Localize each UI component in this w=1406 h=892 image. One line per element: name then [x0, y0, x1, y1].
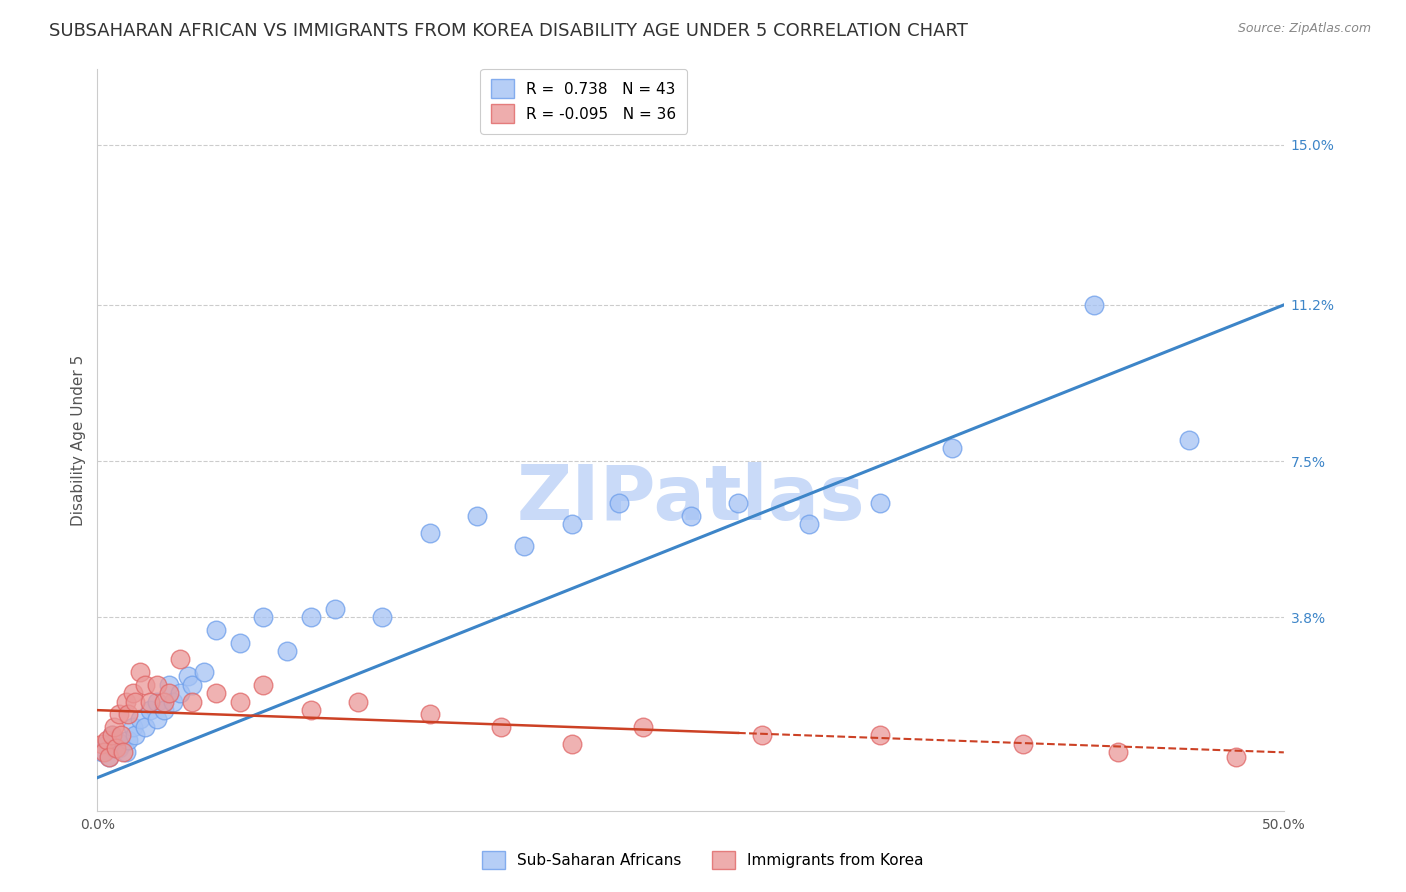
Point	[98, 749, 121, 764]
Point	[1011, 737, 1033, 751]
Point	[110, 729, 132, 743]
Point	[751, 729, 773, 743]
Point	[98, 749, 121, 764]
Point	[100, 729, 122, 743]
Point	[124, 729, 146, 743]
Point	[145, 712, 167, 726]
Point	[229, 695, 252, 709]
Point	[205, 686, 228, 700]
Point	[609, 496, 631, 510]
Point	[419, 525, 441, 540]
Point	[371, 610, 394, 624]
Point	[162, 695, 184, 709]
Point	[252, 610, 274, 624]
Point	[105, 741, 128, 756]
Point	[169, 686, 191, 700]
Point	[561, 737, 583, 751]
Point	[1083, 298, 1105, 312]
Point	[96, 737, 118, 751]
Point	[869, 729, 891, 743]
Point	[134, 720, 156, 734]
Point	[299, 610, 322, 624]
Point	[103, 741, 125, 756]
Point	[631, 720, 654, 734]
Point	[169, 652, 191, 666]
Point	[122, 686, 145, 700]
Legend: R =  0.738   N = 43, R = -0.095   N = 36: R = 0.738 N = 43, R = -0.095 N = 36	[481, 69, 688, 134]
Point	[176, 669, 198, 683]
Point	[276, 644, 298, 658]
Point	[110, 737, 132, 751]
Point	[229, 635, 252, 649]
Point	[138, 703, 160, 717]
Point	[122, 720, 145, 734]
Point	[347, 695, 370, 709]
Point	[114, 695, 136, 709]
Point	[561, 517, 583, 532]
Point	[107, 707, 129, 722]
Point	[869, 496, 891, 510]
Legend: Sub-Saharan Africans, Immigrants from Korea: Sub-Saharan Africans, Immigrants from Ko…	[477, 845, 929, 875]
Point	[1225, 749, 1247, 764]
Point	[107, 741, 129, 756]
Point	[152, 695, 174, 709]
Point	[799, 517, 821, 532]
Point	[181, 678, 204, 692]
Point	[117, 732, 139, 747]
Text: SUBSAHARAN AFRICAN VS IMMIGRANTS FROM KOREA DISABILITY AGE UNDER 5 CORRELATION C: SUBSAHARAN AFRICAN VS IMMIGRANTS FROM KO…	[49, 22, 969, 40]
Point	[489, 720, 512, 734]
Point	[145, 695, 167, 709]
Point	[727, 496, 749, 510]
Point	[193, 665, 215, 680]
Point	[129, 665, 152, 680]
Point	[138, 695, 160, 709]
Point	[145, 678, 167, 692]
Point	[152, 703, 174, 717]
Point	[299, 703, 322, 717]
Point	[105, 732, 128, 747]
Point	[205, 623, 228, 637]
Point	[157, 678, 180, 692]
Point	[513, 539, 536, 553]
Point	[124, 695, 146, 709]
Point	[1178, 433, 1201, 447]
Point	[100, 729, 122, 743]
Point	[117, 707, 139, 722]
Point	[465, 508, 488, 523]
Point	[134, 678, 156, 692]
Point	[323, 602, 346, 616]
Text: Source: ZipAtlas.com: Source: ZipAtlas.com	[1237, 22, 1371, 36]
Point	[941, 442, 963, 456]
Point	[181, 695, 204, 709]
Point	[103, 720, 125, 734]
Point	[157, 686, 180, 700]
Point	[91, 745, 114, 759]
Y-axis label: Disability Age Under 5: Disability Age Under 5	[72, 354, 86, 525]
Point	[96, 732, 118, 747]
Point	[91, 737, 114, 751]
Point	[419, 707, 441, 722]
Point	[252, 678, 274, 692]
Point	[129, 712, 152, 726]
Point	[114, 745, 136, 759]
Point	[1107, 745, 1129, 759]
Point	[93, 745, 115, 759]
Point	[679, 508, 702, 523]
Text: ZIPatlas: ZIPatlas	[516, 462, 865, 536]
Point	[112, 745, 135, 759]
